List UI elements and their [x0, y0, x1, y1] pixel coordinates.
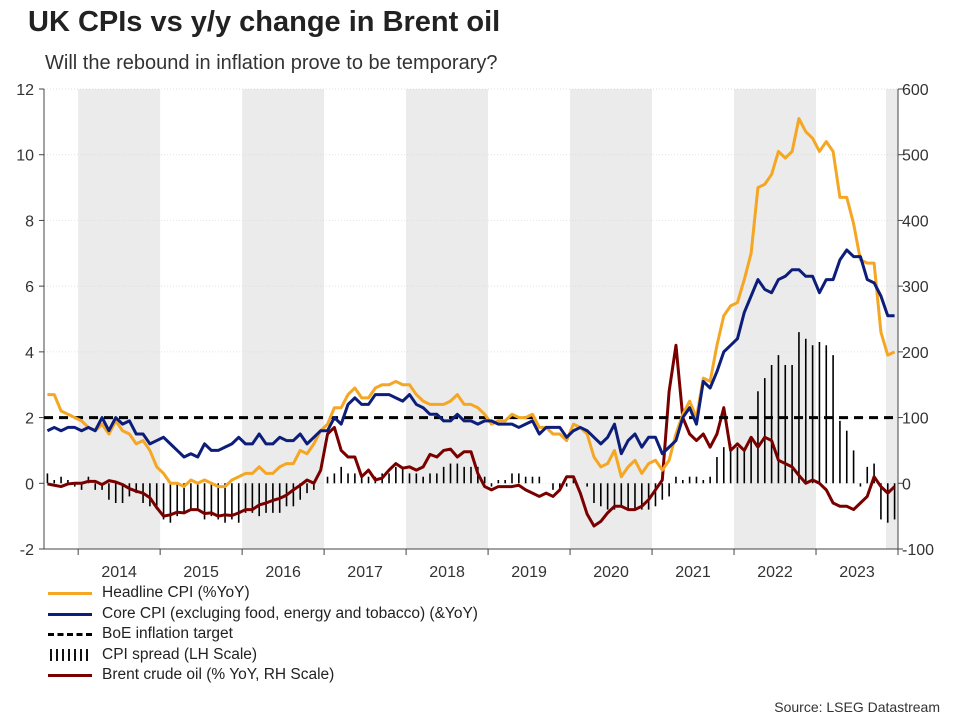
legend-item-target: BoE inflation target: [48, 624, 478, 645]
x-tick-label: 2022: [757, 564, 793, 581]
y-right-tick-label: 0: [902, 476, 911, 493]
y-left-tick-label: 0: [25, 476, 34, 493]
x-tick-label: 2018: [429, 564, 465, 581]
y-right-tick-label: 400: [902, 213, 929, 230]
shaded-year-band: [78, 89, 161, 549]
x-tick-label: 2021: [675, 564, 711, 581]
legend-label-headline: Headline CPI (%YoY): [102, 584, 250, 602]
legend-swatch-brent: [48, 669, 92, 681]
legend-item-core: Core CPI (excluging food, energy and tob…: [48, 604, 478, 625]
y-right-tick-label: -100: [902, 542, 934, 559]
y-left-tick-label: -2: [20, 542, 34, 559]
series-brent-line: [47, 343, 896, 528]
shaded-year-band: [886, 89, 898, 549]
legend-label-target: BoE inflation target: [102, 625, 233, 643]
legend-swatch-headline: [48, 587, 92, 599]
legend-label-brent: Brent crude oil (% YoY, RH Scale): [102, 666, 335, 684]
legend-item-brent: Brent crude oil (% YoY, RH Scale): [48, 665, 478, 686]
legend-label-core: Core CPI (excluging food, energy and tob…: [102, 604, 478, 622]
legend: Headline CPI (%YoY) Core CPI (excluging …: [48, 583, 478, 686]
x-tick-label: 2019: [511, 564, 547, 581]
legend-item-headline: Headline CPI (%YoY): [48, 583, 478, 604]
shaded-year-band: [406, 89, 489, 549]
y-right-tick-label: 100: [902, 411, 929, 428]
series-core-line: [46, 248, 895, 459]
x-tick-label: 2015: [183, 564, 219, 581]
x-tick-label: 2014: [101, 564, 137, 581]
x-tick-label: 2023: [839, 564, 875, 581]
series-headline-line: [47, 117, 896, 489]
x-tick-label: 2020: [593, 564, 629, 581]
y-right-tick-label: 300: [902, 279, 929, 296]
y-left-tick-label: 8: [25, 213, 34, 230]
y-left-tick-label: 2: [25, 411, 34, 428]
source-note: Source: LSEG Datastream: [774, 699, 940, 715]
shaded-year-band: [242, 89, 325, 549]
x-tick-label: 2017: [347, 564, 383, 581]
y-right-tick-label: 200: [902, 345, 929, 362]
shaded-year-band: [570, 89, 653, 549]
y-right-tick-label: 600: [902, 82, 929, 99]
legend-swatch-spread: [48, 648, 92, 661]
y-left-tick-label: 10: [16, 148, 34, 165]
chart-title: UK CPIs vs y/y change in Brent oil: [28, 6, 501, 38]
y-left-tick-label: 6: [25, 279, 34, 296]
x-tick-label: 2016: [265, 564, 301, 581]
y-left-tick-label: 12: [16, 82, 34, 99]
legend-item-spread: CPI spread (LH Scale): [48, 645, 478, 666]
chart-subtitle: Will the rebound in inflation prove to b…: [45, 52, 498, 74]
legend-swatch-target: [48, 628, 92, 640]
legend-label-spread: CPI spread (LH Scale): [102, 645, 258, 663]
legend-swatch-core: [48, 608, 92, 620]
y-left-tick-label: 4: [25, 345, 34, 362]
y-right-tick-label: 500: [902, 148, 929, 165]
